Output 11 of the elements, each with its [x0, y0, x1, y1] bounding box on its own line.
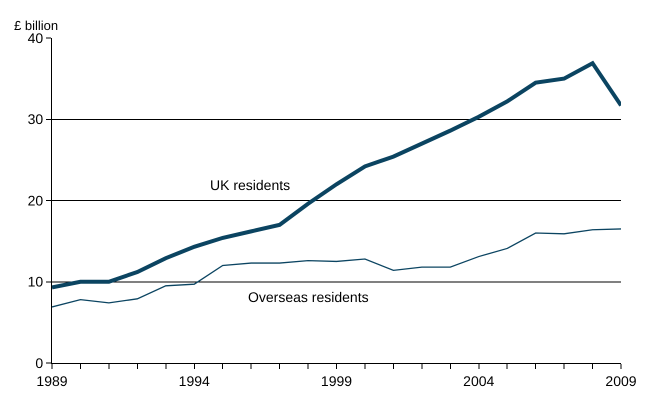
x-tick-label: 2004	[463, 372, 495, 389]
x-tick-label: 1989	[36, 372, 68, 389]
y-tick-label: 10	[28, 274, 44, 290]
y-tick-label: 30	[28, 111, 44, 128]
series-label: UK residents	[210, 177, 290, 193]
x-tick-label: 2009	[605, 372, 637, 389]
x-tick-label: 1994	[178, 372, 210, 389]
y-tick-label: 20	[28, 192, 44, 208]
x-tick-label: 1999	[320, 372, 352, 389]
series-label: Overseas residents	[248, 289, 369, 305]
y-tick-label: 0	[35, 354, 44, 371]
